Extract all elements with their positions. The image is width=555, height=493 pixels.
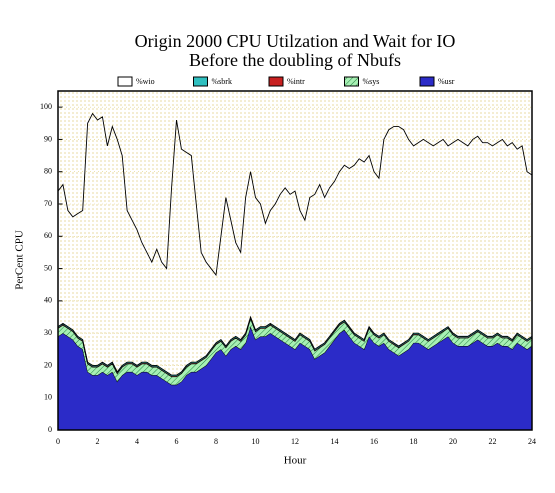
legend-swatch xyxy=(193,76,208,87)
x-tick-label: 6 xyxy=(175,437,179,446)
area xyxy=(58,326,532,430)
y-axis-label: PerCent CPU xyxy=(14,230,26,290)
x-tick-label: 0 xyxy=(56,437,60,446)
x-tick-label: 10 xyxy=(252,437,260,446)
area-line xyxy=(57,112,533,277)
plot-frame xyxy=(57,90,533,431)
legend-swatch xyxy=(344,76,359,87)
y-tick-label: 70 xyxy=(44,199,52,208)
y-tick-label: 60 xyxy=(44,231,52,240)
x-tick-label: 24 xyxy=(528,437,536,446)
y-tick-label: 40 xyxy=(44,296,52,305)
y-tick-label: 90 xyxy=(44,134,52,143)
legend-label: %wio xyxy=(136,77,155,86)
x-tick-label: 4 xyxy=(135,437,139,446)
legend-label: %sys xyxy=(363,77,380,86)
y-tick-label: 50 xyxy=(44,263,52,272)
y-tick-label: 20 xyxy=(44,360,52,369)
y-tick-label: 0 xyxy=(48,425,52,434)
y-tick-label: 100 xyxy=(40,102,52,111)
x-tick-label: 2 xyxy=(96,437,100,446)
chart-subtitle: Before the doubling of Nbufs xyxy=(189,50,401,70)
area-line xyxy=(57,315,533,376)
x-axis-label: Hour xyxy=(284,455,307,467)
x-tick-label: 16 xyxy=(370,437,378,446)
y-tick-label: 30 xyxy=(44,328,52,337)
legend-label: %intr xyxy=(287,77,305,86)
legend-label: %sbrk xyxy=(212,77,232,86)
x-tick-label: 14 xyxy=(331,437,339,446)
y-tick-label: 80 xyxy=(44,167,52,176)
chart-title: Origin 2000 CPU Utilzation and Wait for … xyxy=(135,31,456,51)
x-tick-label: 8 xyxy=(214,437,218,446)
legend-swatch xyxy=(117,76,133,87)
x-tick-label: 18 xyxy=(410,437,418,446)
x-tick-label: 22 xyxy=(489,437,497,446)
y-tick-label: 10 xyxy=(44,393,52,402)
legend-swatch xyxy=(268,76,284,87)
legend-swatch xyxy=(419,76,435,87)
legend-label: %usr xyxy=(438,77,455,86)
x-tick-label: 12 xyxy=(291,437,299,446)
x-tick-label: 20 xyxy=(449,437,457,446)
